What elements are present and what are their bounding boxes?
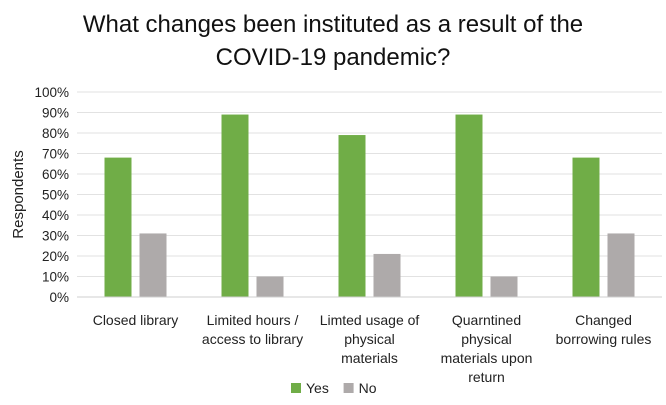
y-tick-label: 90%	[42, 106, 69, 121]
x-axis-category-labels: Closed library Limited hours / access to l…	[93, 312, 652, 385]
bar-no	[373, 253, 401, 297]
bar-yes	[104, 157, 132, 297]
y-tick-label: 100%	[34, 85, 69, 100]
chart-title: What changes been instituted as a result…	[83, 11, 583, 71]
bar-yes	[572, 157, 600, 297]
y-tick-label: 10%	[42, 270, 69, 285]
bar-yes	[455, 114, 483, 297]
y-tick-label: 20%	[42, 249, 69, 264]
y-tick-label: 40%	[42, 208, 69, 223]
y-tick-label: 60%	[42, 167, 69, 182]
x-category-label: Closed library	[93, 312, 179, 328]
y-tick-label: 70%	[42, 147, 69, 162]
legend-swatch-yes	[291, 383, 301, 393]
bar-yes	[338, 135, 366, 297]
bar-yes	[221, 114, 249, 297]
legend-label: No	[359, 380, 377, 396]
x-category-label: Changed borrowing rules	[556, 312, 652, 347]
x-category-label: Limted usage of physical materials	[320, 312, 420, 366]
bars	[104, 114, 635, 297]
gridlines	[77, 91, 662, 277]
legend: Yes No	[291, 380, 377, 396]
legend-swatch-no	[343, 383, 354, 393]
y-tick-label: 0%	[49, 290, 69, 305]
bar-no	[607, 233, 635, 297]
y-tick-label: 50%	[42, 188, 69, 203]
x-category-label: Quarntined physical materials upon return	[441, 312, 533, 385]
y-axis-label: Respondents	[10, 150, 27, 238]
chart-title-line: What changes been instituted as a result…	[83, 11, 583, 38]
bar-no	[490, 276, 518, 297]
y-axis-ticks: 0% 10% 20% 30% 40% 50% 60% 70% 80% 90% 100%	[34, 85, 69, 305]
chart-title-line: COVID-19 pandemic?	[216, 44, 451, 71]
bar-no	[256, 276, 284, 297]
x-category-label: Limited hours / access to library	[202, 312, 303, 347]
y-tick-label: 80%	[42, 126, 69, 141]
bar-no	[139, 233, 167, 297]
y-tick-label: 30%	[42, 229, 69, 244]
legend-label: Yes	[306, 380, 329, 396]
